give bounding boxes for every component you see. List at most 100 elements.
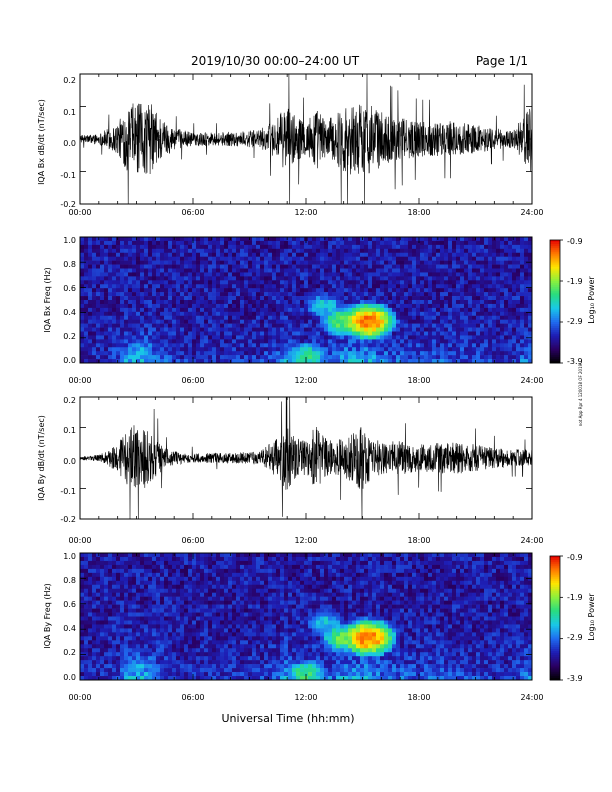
spectrogram-cell — [116, 608, 121, 613]
spectrogram-cell — [512, 256, 517, 261]
spectrogram-cell — [188, 284, 193, 289]
spectrogram-cell — [180, 596, 185, 601]
spectrogram-cell — [200, 632, 205, 637]
spectrogram-cell — [284, 264, 289, 269]
spectrogram-cell — [360, 244, 365, 250]
spectrogram-cell — [208, 264, 213, 269]
spectrogram-cell — [284, 351, 289, 356]
spectrogram-cell — [136, 632, 141, 637]
spectrogram-cell — [408, 327, 413, 332]
spectrogram-cell — [328, 303, 333, 309]
spectrogram-cell — [184, 303, 189, 309]
spectrogram-cell — [268, 307, 273, 313]
spectrogram-cell — [432, 359, 437, 364]
spectrogram-cell — [396, 256, 401, 261]
spectrogram-cell — [376, 240, 381, 246]
page-indicator: Page 1/1 — [476, 54, 528, 68]
spectrogram-cell — [184, 272, 189, 277]
spectrogram-cell — [104, 240, 109, 246]
spectrogram-cell — [392, 339, 397, 344]
spectrogram-cell — [144, 624, 149, 629]
spectrogram-cell — [148, 648, 153, 653]
spectrogram-cell — [420, 355, 425, 360]
spectrogram-cell — [412, 319, 417, 324]
spectrogram-cell — [184, 359, 189, 364]
spectrogram-cell — [384, 355, 389, 360]
spectrogram-cell — [136, 600, 141, 605]
colorbar-segment — [550, 346, 560, 350]
spectrogram-cell — [196, 355, 201, 360]
spectrogram-cell — [388, 280, 393, 285]
spectrogram-cell — [332, 303, 337, 309]
spectrogram-cell — [344, 351, 349, 356]
spectrogram-cell — [204, 584, 209, 590]
spectrogram-cell — [128, 632, 133, 637]
spectrogram-cell — [456, 268, 461, 273]
spectrogram-cell — [352, 323, 357, 328]
spectrogram-cell — [264, 244, 269, 250]
spectrogram-cell — [88, 596, 93, 601]
spectrogram-cell — [128, 628, 133, 633]
spectrogram-cell — [444, 303, 449, 309]
spectrogram-cell — [116, 300, 121, 305]
spectrogram-cell — [448, 323, 453, 328]
spectrogram-cell — [144, 553, 149, 558]
spectrogram-cell — [372, 307, 377, 313]
spectrogram-cell — [104, 280, 109, 285]
spectrogram-cell — [312, 268, 317, 273]
spectrogram-cell — [504, 323, 509, 328]
spectrogram-cell — [252, 256, 257, 261]
spectrogram-cell — [152, 311, 157, 317]
spectrogram-cell — [180, 327, 185, 332]
spectrogram-cell — [344, 355, 349, 360]
spectrogram-cell — [240, 327, 245, 332]
spectrogram-cell — [292, 292, 297, 297]
spectrogram-cell — [364, 244, 369, 250]
spectrogram-cell — [440, 315, 445, 320]
spectrogram-cell — [124, 248, 129, 254]
spectrogram-cell — [204, 628, 209, 633]
spectrogram-cell — [320, 311, 325, 317]
spectrogram-cell — [516, 256, 521, 261]
spectrogram-cell — [528, 284, 533, 289]
spectrogram-cell — [112, 260, 117, 265]
spectrogram-cell — [100, 636, 105, 641]
spectrogram-cell — [280, 335, 285, 340]
spectrogram-cell — [168, 300, 173, 305]
spectrogram-cell — [288, 296, 293, 301]
spectrogram-cell — [108, 656, 113, 661]
spectrogram-cell — [320, 339, 325, 344]
spectrogram-cell — [528, 327, 533, 332]
spectrogram-cell — [312, 355, 317, 360]
spectrogram-cell — [464, 335, 469, 340]
spectrogram-cell — [296, 351, 301, 356]
spectrogram-cell — [136, 580, 141, 586]
spectrogram-cell — [208, 335, 213, 340]
spectrogram-cell — [288, 272, 293, 277]
spectrogram-cell — [204, 632, 209, 637]
spectrogram-cell — [144, 632, 149, 637]
spectrogram-cell — [108, 596, 113, 601]
spectrogram-cell — [156, 588, 161, 593]
spectrogram-cell — [424, 300, 429, 305]
spectrogram-cell — [200, 564, 205, 570]
spectrogram-cell — [328, 276, 333, 281]
spectrogram-cell — [104, 292, 109, 297]
spectrogram-cell — [232, 292, 237, 297]
spectrogram-cell — [348, 323, 353, 328]
spectrogram-cell — [152, 588, 157, 593]
spectrogram-cell — [228, 351, 233, 356]
spectrogram-cell — [348, 347, 353, 352]
spectrogram-cell — [180, 592, 185, 597]
spectrogram-cell — [104, 311, 109, 317]
spectrogram-cell — [512, 351, 517, 356]
spectrogram-cell — [368, 296, 373, 301]
spectrogram-cell — [500, 307, 505, 313]
spectrogram-cell — [400, 323, 405, 328]
spectrogram-cell — [440, 343, 445, 348]
spectrogram-cell — [256, 272, 261, 277]
spectrogram-cell — [476, 300, 481, 305]
spectrogram-cell — [212, 292, 217, 297]
spectrogram-cell — [204, 260, 209, 265]
spectrogram-cell — [172, 652, 177, 657]
